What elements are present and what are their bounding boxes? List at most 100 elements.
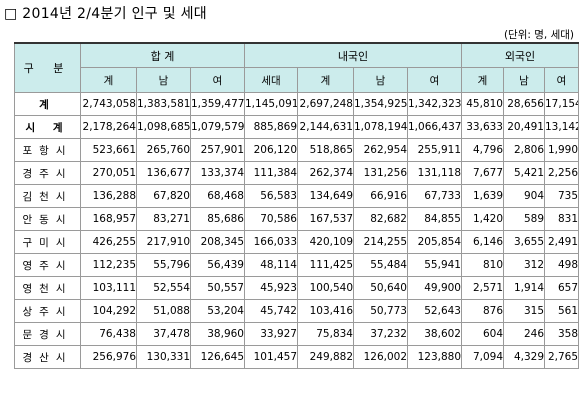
population-table: 구 분 합 계 내국인 외국인 계 남 여 세대 계 남 여 계 남 여 계 2,… [14,42,580,369]
value-cell: 7,677 [461,161,504,185]
value-cell: 426,255 [80,230,137,254]
header-foreign-female: 여 [543,67,580,93]
value-cell: 1,342,323 [407,92,462,116]
value-cell: 358 [543,322,580,346]
value-cell: 7,094 [461,345,504,369]
value-cell: 76,438 [80,322,137,346]
value-cell: 1,098,685 [136,115,191,139]
value-cell: 256,976 [80,345,137,369]
value-cell: 1,639 [461,184,504,208]
region-name-cell: 김천시 [14,184,81,208]
value-cell: 315 [503,299,545,323]
region-name-cell: 영천시 [14,276,81,300]
value-cell: 205,854 [407,230,462,254]
header-gubun: 구 분 [14,42,81,93]
header-korean-sum: 계 [297,67,354,93]
value-cell: 1,914 [503,276,545,300]
value-cell: 589 [503,207,545,231]
header-total-female: 여 [190,67,245,93]
header-group-korean: 내국인 [244,42,462,68]
value-cell: 50,557 [190,276,245,300]
value-cell: 52,554 [136,276,191,300]
header-total-male: 남 [136,67,191,93]
region-name-cell: 계 [14,92,81,116]
table-row: 시 계 2,178,264 1,098,685 1,079,579 885,869 2,1… [14,115,580,139]
value-cell: 831 [543,207,580,231]
value-cell: 45,810 [461,92,504,116]
value-cell: 312 [503,253,545,277]
value-cell: 810 [461,253,504,277]
value-cell: 904 [503,184,545,208]
value-cell: 4,329 [503,345,545,369]
value-cell: 126,645 [190,345,245,369]
value-cell: 876 [461,299,504,323]
value-cell: 67,820 [136,184,191,208]
value-cell: 50,773 [353,299,408,323]
value-cell: 111,384 [244,161,298,185]
value-cell: 262,954 [353,138,408,162]
value-cell: 104,292 [80,299,137,323]
value-cell: 1,354,925 [353,92,408,116]
value-cell: 49,900 [407,276,462,300]
value-cell: 249,882 [297,345,354,369]
value-cell: 518,865 [297,138,354,162]
value-cell: 246 [503,322,545,346]
value-cell: 2,743,058 [80,92,137,116]
value-cell: 126,002 [353,345,408,369]
header-korean-male: 남 [353,67,408,93]
value-cell: 420,109 [297,230,354,254]
table-row: 구미시 426,255 217,910 208,345 166,033 420,109 21… [14,230,580,254]
value-cell: 17,154 [543,92,580,116]
table-body: 계 2,743,058 1,383,581 1,359,477 1,145,091 2,6… [14,92,580,369]
table-row: 영주시 112,235 55,796 56,439 48,114 111,425 55,48… [14,253,580,277]
table-row: 김천시 136,288 67,820 68,468 56,583 134,649 66,91… [14,184,580,208]
value-cell: 3,655 [503,230,545,254]
header-row-groups: 구 분 합 계 내국인 외국인 [14,42,580,93]
region-name-cell: 영주시 [14,253,81,277]
value-cell: 136,677 [136,161,191,185]
value-cell: 561 [543,299,580,323]
unit-note: (단위: 명, 세대) [503,29,574,41]
value-cell: 33,633 [461,115,504,139]
value-cell: 257,901 [190,138,245,162]
header-korean-female: 여 [407,67,462,93]
value-cell: 167,537 [297,207,354,231]
value-cell: 13,142 [543,115,580,139]
value-cell: 52,643 [407,299,462,323]
value-cell: 208,345 [190,230,245,254]
page-title: □ 2014년 2/4분기 인구 및 세대 [4,6,207,22]
value-cell: 111,425 [297,253,354,277]
region-name-cell: 안동시 [14,207,81,231]
value-cell: 604 [461,322,504,346]
value-cell: 38,960 [190,322,245,346]
value-cell: 100,540 [297,276,354,300]
value-cell: 657 [543,276,580,300]
value-cell: 103,416 [297,299,354,323]
value-cell: 33,927 [244,322,298,346]
value-cell: 68,468 [190,184,245,208]
table-row: 상주시 104,292 51,088 53,204 45,742 103,416 50,77… [14,299,580,323]
header-korean-households: 세대 [244,67,298,93]
value-cell: 2,491 [543,230,580,254]
value-cell: 136,288 [80,184,137,208]
value-cell: 735 [543,184,580,208]
value-cell: 1,078,194 [353,115,408,139]
value-cell: 45,742 [244,299,298,323]
value-cell: 2,697,248 [297,92,354,116]
value-cell: 131,256 [353,161,408,185]
value-cell: 217,910 [136,230,191,254]
value-cell: 262,374 [297,161,354,185]
value-cell: 83,271 [136,207,191,231]
value-cell: 123,880 [407,345,462,369]
value-cell: 265,760 [136,138,191,162]
value-cell: 2,144,631 [297,115,354,139]
value-cell: 101,457 [244,345,298,369]
value-cell: 134,649 [297,184,354,208]
value-cell: 131,118 [407,161,462,185]
value-cell: 70,586 [244,207,298,231]
table-row: 경주시 270,051 136,677 133,374 111,384 262,374 13… [14,161,580,185]
header-group-foreign: 외국인 [460,42,580,68]
value-cell: 112,235 [80,253,137,277]
value-cell: 56,439 [190,253,245,277]
value-cell: 48,114 [244,253,298,277]
